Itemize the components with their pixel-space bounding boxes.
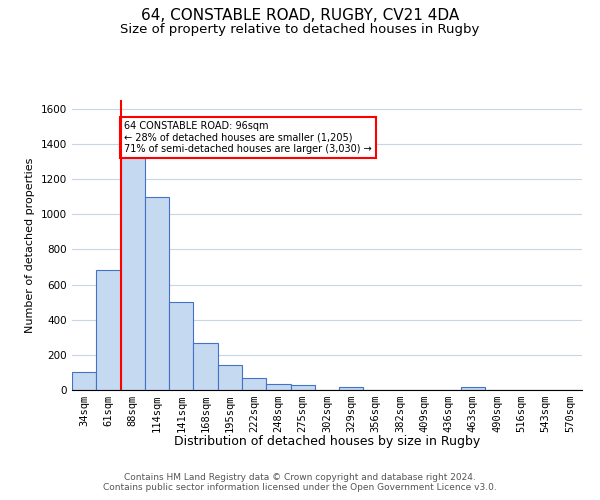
Bar — [461, 388, 485, 390]
Bar — [242, 378, 266, 390]
Text: 64 CONSTABLE ROAD: 96sqm
← 28% of detached houses are smaller (1,205)
71% of sem: 64 CONSTABLE ROAD: 96sqm ← 28% of detach… — [124, 121, 372, 154]
Text: Distribution of detached houses by size in Rugby: Distribution of detached houses by size … — [174, 435, 480, 448]
Bar — [169, 302, 193, 390]
Bar — [121, 152, 145, 390]
Text: 64, CONSTABLE ROAD, RUGBY, CV21 4DA: 64, CONSTABLE ROAD, RUGBY, CV21 4DA — [141, 8, 459, 22]
Text: Contains HM Land Registry data © Crown copyright and database right 2024.
Contai: Contains HM Land Registry data © Crown c… — [103, 473, 497, 492]
Y-axis label: Number of detached properties: Number of detached properties — [25, 158, 35, 332]
Bar — [339, 388, 364, 390]
Bar — [96, 270, 121, 390]
Bar — [218, 366, 242, 390]
Text: Size of property relative to detached houses in Rugby: Size of property relative to detached ho… — [121, 22, 479, 36]
Bar — [266, 384, 290, 390]
Bar — [72, 372, 96, 390]
Bar — [145, 196, 169, 390]
Bar — [290, 384, 315, 390]
Bar — [193, 342, 218, 390]
